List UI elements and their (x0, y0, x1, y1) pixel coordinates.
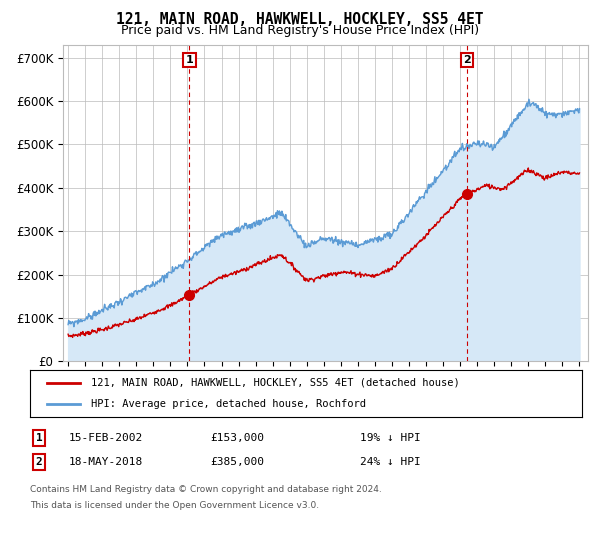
Text: Contains HM Land Registry data © Crown copyright and database right 2024.: Contains HM Land Registry data © Crown c… (30, 486, 382, 494)
Text: HPI: Average price, detached house, Rochford: HPI: Average price, detached house, Roch… (91, 399, 366, 409)
Text: 1: 1 (185, 55, 193, 65)
Text: 15-FEB-2002: 15-FEB-2002 (69, 433, 143, 443)
Text: 2: 2 (463, 55, 470, 65)
Text: 24% ↓ HPI: 24% ↓ HPI (360, 457, 421, 467)
Text: 1: 1 (35, 433, 43, 443)
Text: This data is licensed under the Open Government Licence v3.0.: This data is licensed under the Open Gov… (30, 501, 319, 510)
Text: 2: 2 (35, 457, 43, 467)
Text: £153,000: £153,000 (210, 433, 264, 443)
Text: Price paid vs. HM Land Registry's House Price Index (HPI): Price paid vs. HM Land Registry's House … (121, 24, 479, 36)
Text: 18-MAY-2018: 18-MAY-2018 (69, 457, 143, 467)
Text: 121, MAIN ROAD, HAWKWELL, HOCKLEY, SS5 4ET: 121, MAIN ROAD, HAWKWELL, HOCKLEY, SS5 4… (116, 12, 484, 27)
Text: £385,000: £385,000 (210, 457, 264, 467)
Text: 121, MAIN ROAD, HAWKWELL, HOCKLEY, SS5 4ET (detached house): 121, MAIN ROAD, HAWKWELL, HOCKLEY, SS5 4… (91, 378, 460, 388)
Text: 19% ↓ HPI: 19% ↓ HPI (360, 433, 421, 443)
